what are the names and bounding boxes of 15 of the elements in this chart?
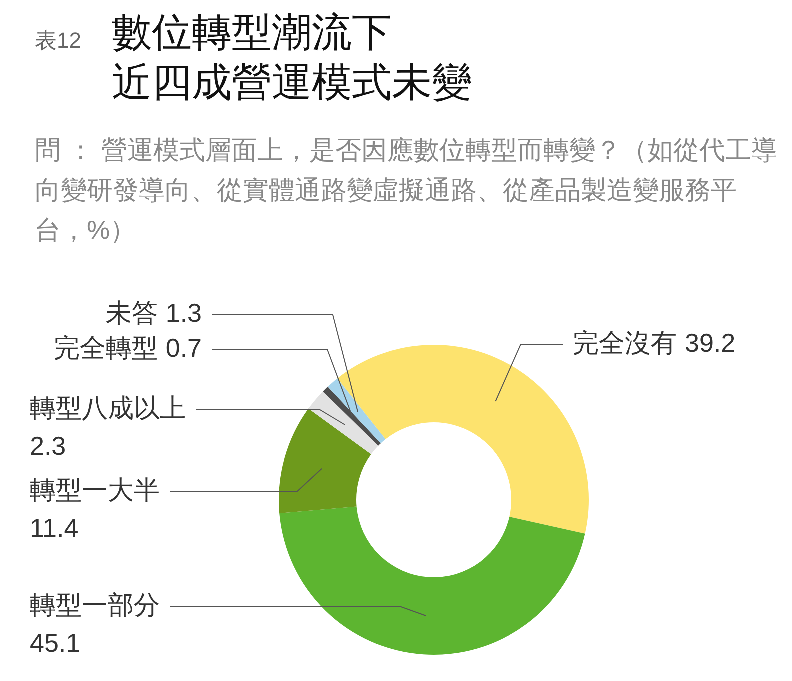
chart-subtitle: 問 ： 營運模式層面上，是否因應數位轉型而轉變？（如從代工導向變研發導向、從實體通路變虛擬通路、從產品製造變服務平台，%） bbox=[35, 134, 778, 247]
slice-label: 完全沒有 bbox=[573, 328, 677, 358]
slice-label: 完全轉型 bbox=[54, 333, 158, 364]
slice-label: 轉型一大半 bbox=[30, 475, 160, 506]
data-label: 0.7 bbox=[166, 333, 202, 364]
data-label: 45.1 bbox=[30, 628, 81, 658]
data-label: 11.4 bbox=[30, 513, 79, 544]
slice-label: 轉型一部分 bbox=[30, 590, 160, 620]
data-label: 39.2 bbox=[685, 328, 736, 358]
slice-label: 轉型八成以上 bbox=[30, 393, 186, 424]
chart-title: 數位轉型潮流下近四成營運模式未變 bbox=[112, 10, 473, 107]
slice-label: 未答 bbox=[106, 298, 158, 328]
data-label: 1.3 bbox=[166, 298, 202, 328]
data-label: 2.3 bbox=[30, 431, 66, 462]
text: 表12 bbox=[35, 27, 82, 55]
